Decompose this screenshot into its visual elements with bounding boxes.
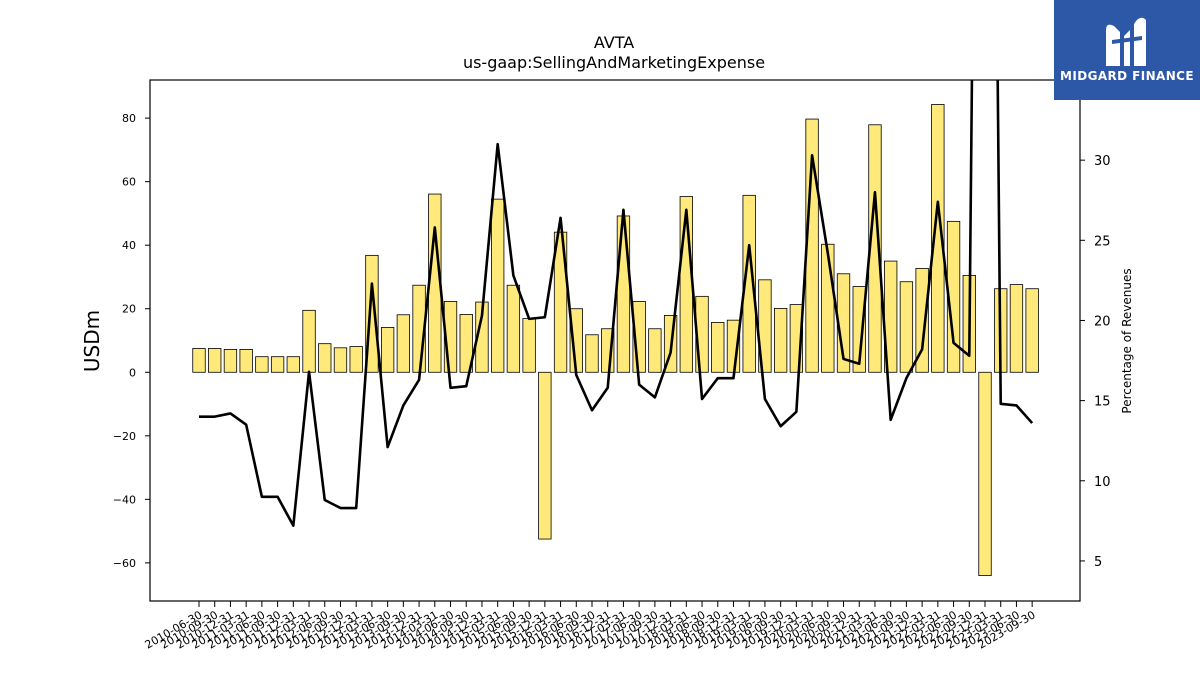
bar (648, 328, 662, 373)
y2-tick-label: 15 (1094, 395, 1111, 410)
y-tick-label: 60 (122, 176, 136, 189)
bar (255, 356, 269, 373)
y2-tick-label: 25 (1094, 234, 1111, 249)
bar (773, 308, 788, 373)
bar (491, 198, 505, 373)
bar (349, 346, 363, 373)
y2-tick-label: 10 (1094, 475, 1111, 490)
brand-name: MIDGARD FINANCE (1060, 69, 1194, 83)
bar (616, 215, 631, 373)
bar (286, 356, 300, 373)
y2-tick-label: 20 (1094, 314, 1111, 329)
bar (931, 104, 945, 373)
bar (899, 281, 914, 373)
y2-axis-label: Percentage of Revenues (1120, 268, 1134, 413)
bar (553, 231, 568, 373)
bar (915, 267, 929, 373)
y-tick-label: −20 (113, 430, 136, 443)
y2-tick-label: 5 (1094, 555, 1102, 570)
midgard-logo-icon (1106, 17, 1146, 67)
bar (318, 343, 332, 373)
bar (223, 348, 238, 373)
bar (538, 371, 552, 540)
y-tick-label: 40 (122, 239, 136, 252)
brand-logo: MIDGARD FINANCE (1054, 0, 1200, 100)
bar (852, 286, 866, 373)
series-line (199, 80, 1034, 527)
y-tick-label: −60 (113, 557, 136, 570)
chart-title: AVTA (594, 33, 634, 52)
y-tick-label: 20 (122, 303, 136, 316)
bar (302, 309, 316, 373)
bar (978, 371, 992, 576)
bar (270, 356, 285, 373)
bar (396, 314, 411, 373)
y-tick-label: 0 (129, 366, 136, 379)
bar (333, 347, 348, 373)
bar (522, 318, 536, 373)
bar (1009, 284, 1024, 373)
bar (192, 348, 206, 373)
bar (459, 314, 473, 373)
bar (821, 243, 835, 373)
bar (506, 284, 521, 373)
bar (742, 194, 756, 373)
y-tick-label: −40 (113, 493, 136, 506)
bar (208, 348, 222, 373)
bar (380, 327, 395, 373)
bar (239, 348, 253, 373)
bar (711, 321, 725, 373)
y-axis-label: USDm (80, 310, 104, 372)
y-tick-label: 80 (122, 112, 136, 125)
bar (1025, 288, 1039, 373)
y2-tick-label: 30 (1094, 154, 1111, 169)
bar (585, 334, 599, 373)
chart-subtitle: us-gaap:SellingAndMarketingExpense (463, 53, 765, 72)
plot-frame (149, 79, 1081, 602)
